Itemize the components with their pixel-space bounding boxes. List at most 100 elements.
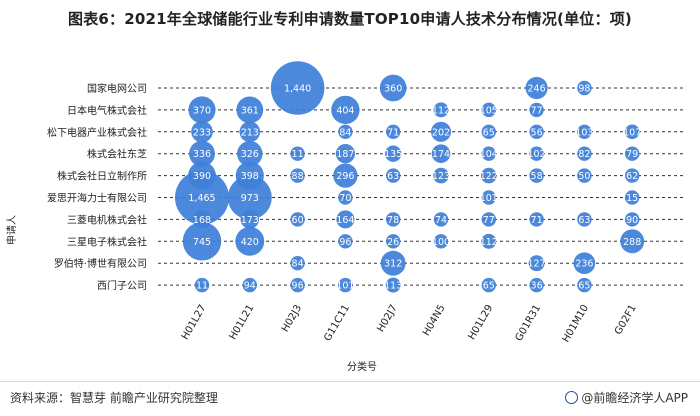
- bubble-label: 63: [387, 171, 399, 182]
- bubble-label: 101: [336, 281, 354, 292]
- bubble: [529, 102, 544, 118]
- bubble-label: 745: [193, 237, 211, 248]
- bubble-label: 77: [483, 215, 495, 226]
- bubble-label: 246: [528, 84, 546, 95]
- bubble: [481, 124, 496, 139]
- bubble: [529, 124, 544, 139]
- bubble: [481, 233, 497, 249]
- bubble-label: 70: [339, 193, 351, 204]
- bubble: [227, 175, 272, 220]
- bubble: [625, 146, 640, 161]
- bubble-label: 79: [626, 149, 638, 160]
- bubble-label: 236: [575, 259, 593, 270]
- bubble: [430, 121, 452, 142]
- y-tick-label: 松下电器产业株式会社: [47, 126, 147, 139]
- bubble-label: 104: [480, 149, 498, 160]
- brand-text: @前瞻经济学人APP: [581, 391, 688, 405]
- y-tick-label: 国家电网公司: [87, 82, 147, 95]
- bubble: [625, 212, 640, 227]
- bubble-label: 398: [241, 171, 259, 182]
- bubble-label: 122: [480, 171, 498, 182]
- bubble: [386, 234, 401, 249]
- bubble: [625, 190, 640, 205]
- x-tick-label: H02J7: [375, 303, 399, 334]
- y-tick-label: 三菱电机株式会社: [67, 213, 147, 226]
- y-tick-label: 西门子公司: [97, 279, 147, 292]
- bubble: [385, 277, 401, 293]
- bubble: [379, 74, 407, 102]
- bubble: [529, 277, 544, 293]
- bubble: [433, 102, 449, 118]
- bubble-label: 187: [336, 149, 354, 160]
- bubble: [182, 222, 222, 261]
- bubble: [236, 96, 264, 124]
- bubble: [433, 234, 449, 249]
- bubble: [336, 210, 355, 229]
- bubble-label: 213: [241, 127, 259, 138]
- bubble: [525, 76, 548, 100]
- bubble: [577, 124, 592, 139]
- bubble-label: 98: [578, 84, 590, 95]
- bubble-label: 84: [292, 259, 304, 270]
- bubble-label: 360: [384, 84, 402, 95]
- bubble: [481, 190, 496, 205]
- bubble-label: 112: [432, 105, 450, 116]
- bubble: [290, 256, 305, 271]
- bubble: [338, 190, 353, 205]
- brand-note: @前瞻经济学人APP: [565, 389, 688, 406]
- bubble-label: 105: [480, 105, 498, 116]
- bubble-label: 11: [196, 281, 208, 292]
- bubble: [290, 277, 305, 293]
- bubble-label: 84: [339, 127, 351, 138]
- bubble-label: 233: [193, 127, 211, 138]
- x-tick-label: H01L27: [180, 303, 209, 342]
- bubble: [529, 212, 544, 227]
- bubble: [290, 146, 305, 161]
- y-tick-label: 三星电子株式会社: [67, 235, 147, 248]
- bubble-label: 63: [578, 215, 590, 226]
- bubble-label: 65: [483, 281, 495, 292]
- bubble: [335, 144, 356, 164]
- bubble: [577, 168, 592, 183]
- bubble-label: 127: [528, 259, 546, 270]
- bubble-label: 58: [531, 171, 543, 182]
- bubble: [386, 168, 401, 183]
- bubble: [481, 277, 496, 293]
- x-tick-label: G01R31: [514, 303, 544, 343]
- bubble-label: 77: [531, 105, 543, 116]
- x-tick-label: G11C11: [322, 303, 352, 343]
- bubble-label: 123: [432, 171, 450, 182]
- y-tick-label: 日本电气株式会社: [67, 104, 147, 117]
- bubble: [188, 161, 216, 190]
- bubble-label: 112: [480, 237, 498, 248]
- bubble-label: 202: [432, 127, 450, 138]
- bubble-label: 103: [575, 127, 593, 138]
- bubble: [194, 277, 210, 293]
- bubble-label: 71: [531, 215, 543, 226]
- bubble-label: 96: [339, 237, 351, 248]
- bubble: [380, 250, 406, 276]
- bubble-label: 973: [241, 193, 259, 204]
- bubble-label: 36: [531, 281, 543, 292]
- bubble-label: 100: [432, 237, 450, 248]
- x-tick-label: H01L21: [228, 303, 257, 342]
- bubble: [431, 144, 451, 164]
- x-tick-label: H01M10: [561, 303, 591, 345]
- bubble-label: 82: [578, 149, 590, 160]
- bubble: [529, 168, 544, 183]
- bubble: [338, 124, 353, 139]
- bubble-label: 74: [435, 215, 447, 226]
- bubble: [175, 170, 229, 225]
- bubble-label: 101: [480, 193, 498, 204]
- bubble: [385, 145, 402, 162]
- bubble: [481, 167, 497, 184]
- bubble-label: 90: [626, 215, 638, 226]
- bubble-label: 404: [336, 105, 354, 116]
- bubble-label: 312: [384, 259, 402, 270]
- bubble-label: 390: [193, 171, 211, 182]
- bubble-label: 173: [241, 215, 259, 226]
- bubble: [481, 102, 497, 118]
- bubble-label: 113: [384, 281, 402, 292]
- bubble: [270, 61, 325, 115]
- bubble-label: 60: [292, 215, 304, 226]
